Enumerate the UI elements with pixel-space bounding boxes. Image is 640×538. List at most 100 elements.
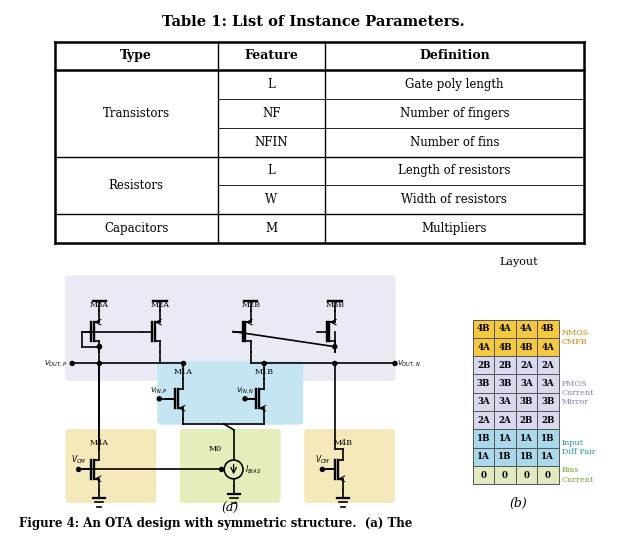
Bar xyxy=(537,374,559,393)
Text: Feature: Feature xyxy=(244,49,298,62)
Bar xyxy=(494,374,516,393)
Bar xyxy=(516,429,537,448)
Text: 2A: 2A xyxy=(541,361,554,370)
Text: NFIN: NFIN xyxy=(255,136,288,148)
Circle shape xyxy=(97,345,102,349)
Text: 1A: 1A xyxy=(477,452,490,461)
Text: M0: M0 xyxy=(209,444,221,452)
Text: Capacitors: Capacitors xyxy=(104,222,168,235)
Bar xyxy=(537,448,559,466)
Bar xyxy=(537,466,559,484)
Text: 0: 0 xyxy=(481,471,486,479)
Text: 1A: 1A xyxy=(499,434,511,443)
Bar xyxy=(473,338,494,356)
Text: 4B: 4B xyxy=(520,343,533,351)
Circle shape xyxy=(243,397,247,401)
Bar xyxy=(494,448,516,466)
Text: 3B: 3B xyxy=(541,398,554,406)
Text: 3B: 3B xyxy=(477,379,490,388)
FancyBboxPatch shape xyxy=(157,361,303,424)
Text: 4A: 4A xyxy=(499,324,511,333)
Text: Gate poly length: Gate poly length xyxy=(405,78,504,91)
Bar xyxy=(516,448,537,466)
Bar xyxy=(473,374,494,393)
Bar xyxy=(537,356,559,374)
Text: Resistors: Resistors xyxy=(109,179,164,192)
Text: M4B: M4B xyxy=(333,439,353,447)
Bar xyxy=(537,338,559,356)
FancyBboxPatch shape xyxy=(65,429,156,503)
Text: NMOS
CMFB: NMOS CMFB xyxy=(561,329,589,346)
Text: (a): (a) xyxy=(221,502,239,515)
Circle shape xyxy=(321,468,324,471)
Bar xyxy=(473,356,494,374)
Text: 4B: 4B xyxy=(477,324,490,333)
Bar xyxy=(537,411,559,429)
Bar xyxy=(494,429,516,448)
Text: $V_{OUT,N}$: $V_{OUT,N}$ xyxy=(397,358,420,369)
Text: M2B: M2B xyxy=(241,301,260,309)
Text: Number of fins: Number of fins xyxy=(410,136,499,148)
Text: 2B: 2B xyxy=(477,361,490,370)
Text: M1B: M1B xyxy=(255,369,274,376)
Bar xyxy=(537,320,559,338)
Bar xyxy=(516,466,537,484)
Text: 2B: 2B xyxy=(541,416,554,424)
Text: 3B: 3B xyxy=(520,398,533,406)
Text: Definition: Definition xyxy=(419,49,490,62)
Bar xyxy=(473,411,494,429)
Text: $I_{BIAS}$: $I_{BIAS}$ xyxy=(245,463,262,476)
Text: $V_{IN,P}$: $V_{IN,P}$ xyxy=(150,385,168,395)
Text: 1B: 1B xyxy=(477,434,490,443)
Circle shape xyxy=(97,345,102,349)
Bar xyxy=(494,338,516,356)
Text: M3A: M3A xyxy=(90,301,109,309)
Text: 2B: 2B xyxy=(520,416,533,424)
Text: M4A: M4A xyxy=(90,439,109,447)
Text: PMOS
Current
Mirror: PMOS Current Mirror xyxy=(561,379,594,406)
Text: 3A: 3A xyxy=(520,379,533,388)
Text: 0: 0 xyxy=(502,471,508,479)
Text: 2B: 2B xyxy=(499,361,512,370)
Text: 2A: 2A xyxy=(499,416,511,424)
Bar xyxy=(473,429,494,448)
FancyBboxPatch shape xyxy=(65,275,396,381)
Text: 3B: 3B xyxy=(499,379,512,388)
Bar xyxy=(494,356,516,374)
Text: NF: NF xyxy=(262,107,280,120)
Bar xyxy=(516,320,537,338)
Bar xyxy=(473,393,494,411)
FancyBboxPatch shape xyxy=(304,429,395,503)
Text: M: M xyxy=(266,222,277,235)
Text: Figure 4: An OTA design with symmetric structure.  (a) The: Figure 4: An OTA design with symmetric s… xyxy=(19,517,413,530)
Text: 4B: 4B xyxy=(499,343,512,351)
Text: 3A: 3A xyxy=(499,398,511,406)
Text: Width of resistors: Width of resistors xyxy=(401,193,508,206)
Text: M1A: M1A xyxy=(174,369,193,376)
Bar xyxy=(516,393,537,411)
Text: 3A: 3A xyxy=(477,398,490,406)
Text: M2A: M2A xyxy=(150,301,170,309)
Text: Bias
Current: Bias Current xyxy=(561,466,594,484)
Circle shape xyxy=(393,362,397,365)
Text: L: L xyxy=(268,165,275,178)
Text: Multipliers: Multipliers xyxy=(422,222,487,235)
Bar xyxy=(516,338,537,356)
Text: 0: 0 xyxy=(524,471,529,479)
Text: M3B: M3B xyxy=(325,301,344,309)
Text: 3A: 3A xyxy=(541,379,554,388)
Text: 4A: 4A xyxy=(477,343,490,351)
Bar xyxy=(537,393,559,411)
Bar xyxy=(494,320,516,338)
Circle shape xyxy=(333,362,337,365)
Text: 1B: 1B xyxy=(541,434,555,443)
Text: 0: 0 xyxy=(545,471,551,479)
Bar xyxy=(494,411,516,429)
Circle shape xyxy=(157,397,161,401)
Bar xyxy=(516,411,537,429)
Text: 2A: 2A xyxy=(520,361,533,370)
Text: 2A: 2A xyxy=(477,416,490,424)
Circle shape xyxy=(220,468,223,471)
Text: $V_{OUT,P}$: $V_{OUT,P}$ xyxy=(44,358,67,369)
Circle shape xyxy=(262,362,266,365)
